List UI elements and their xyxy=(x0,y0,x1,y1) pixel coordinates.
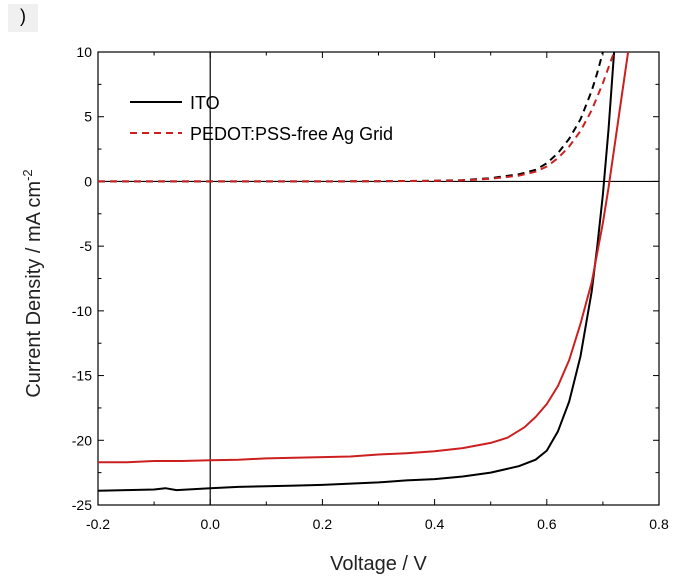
y-axis-title: Current Density / mA cm-2 xyxy=(20,169,45,397)
y-axis-title-group: Current Density / mA cm-2 xyxy=(20,169,45,397)
panel-label: ) xyxy=(8,4,38,32)
y-tick-label: -15 xyxy=(72,368,92,384)
ag-grid-dark-curve xyxy=(98,52,616,183)
legend-label-ito: ITO xyxy=(190,93,220,113)
axis-ticks: -0.2 0.0 0.2 0.4 0.6 0.8 -25 -20 -15 -10 -5 0 5 10 xyxy=(72,44,669,532)
y-tick-label: -20 xyxy=(72,432,92,448)
x-tick-label: 0.8 xyxy=(649,516,669,532)
y-axis-title-superscript: -2 xyxy=(20,169,35,181)
y-tick-label: 5 xyxy=(84,109,92,125)
y-tick-label: 10 xyxy=(76,44,92,60)
series-layer xyxy=(98,52,630,492)
y-axis-title-main: Current Density / mA cm xyxy=(23,181,45,398)
x-tick-label: 0.4 xyxy=(425,516,445,532)
ito-dark-curve xyxy=(98,52,604,183)
x-axis-title: Voltage / V xyxy=(330,553,427,575)
x-tick-label: 0.0 xyxy=(200,516,220,532)
y-tick-label: 0 xyxy=(84,173,92,189)
y-tick-label: -25 xyxy=(72,497,92,513)
x-tick-label: 0.6 xyxy=(537,516,557,532)
x-tick-label: -0.2 xyxy=(86,516,110,532)
ag-grid-light-curve xyxy=(98,52,630,464)
plot-frame xyxy=(97,51,660,506)
ito-light-curve xyxy=(98,52,616,492)
y-tick-label: -5 xyxy=(80,238,93,254)
x-tick-label: 0.2 xyxy=(313,516,333,532)
legend: ITO PEDOT:PSS-free Ag Grid xyxy=(130,93,393,144)
y-tick-label: -10 xyxy=(72,303,92,319)
legend-label-ag-grid: PEDOT:PSS-free Ag Grid xyxy=(190,124,393,144)
